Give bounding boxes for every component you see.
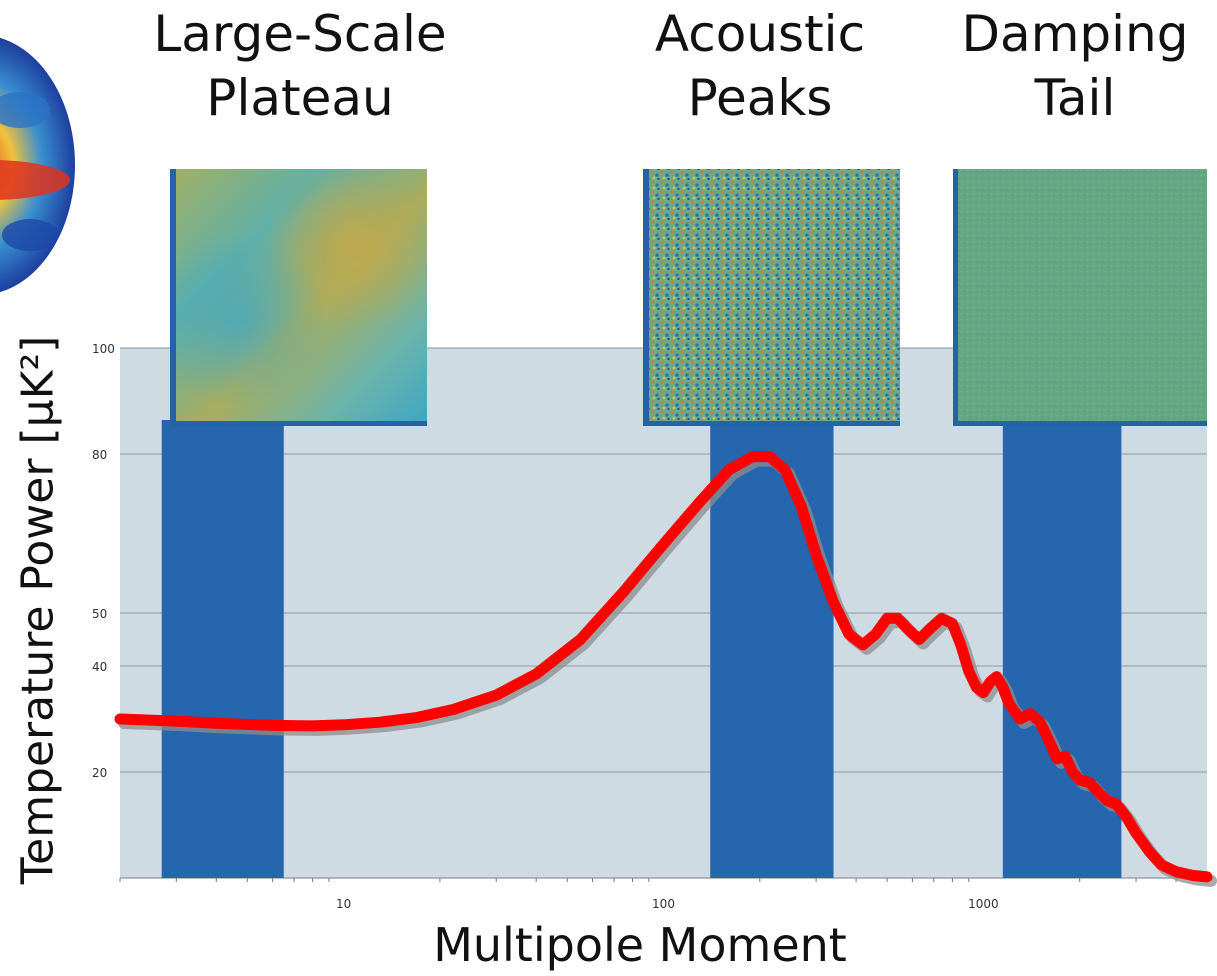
- peaks-sky-thumbnail: [643, 169, 900, 426]
- x-tick-label: 10: [336, 897, 351, 911]
- region-label-tail: Damping Tail: [961, 5, 1189, 127]
- y-axis-title: Temperature Power [μK²]: [12, 335, 64, 885]
- y-tick-labels: 20 40 50 80 100: [92, 342, 115, 780]
- region-band-1: [710, 420, 834, 878]
- y-tick-label: 40: [92, 660, 107, 674]
- region-label-plateau: Large-Scale Plateau: [153, 5, 447, 127]
- y-tick-label: 80: [92, 448, 107, 462]
- x-axis-title: Multipole Moment: [433, 918, 847, 972]
- y-tick-label: 50: [92, 607, 107, 621]
- cmb-sky-map-icon: [0, 37, 75, 293]
- x-tick-labels: 10 100 1000: [119, 878, 1208, 911]
- region-band-0: [161, 420, 284, 878]
- plateau-sky-thumbnail: [170, 169, 427, 426]
- series-line-0: [114, 451, 1213, 883]
- series-layer: [114, 451, 1217, 887]
- y-tick-label: 20: [92, 766, 107, 780]
- tail-sky-thumbnail: [953, 169, 1207, 426]
- x-tick-label: 1000: [968, 897, 999, 911]
- y-tick-label: 100: [92, 342, 115, 356]
- region-band-2: [1002, 420, 1122, 878]
- x-tick-label: 100: [652, 897, 675, 911]
- region-label-peaks: Acoustic Peaks: [654, 5, 866, 127]
